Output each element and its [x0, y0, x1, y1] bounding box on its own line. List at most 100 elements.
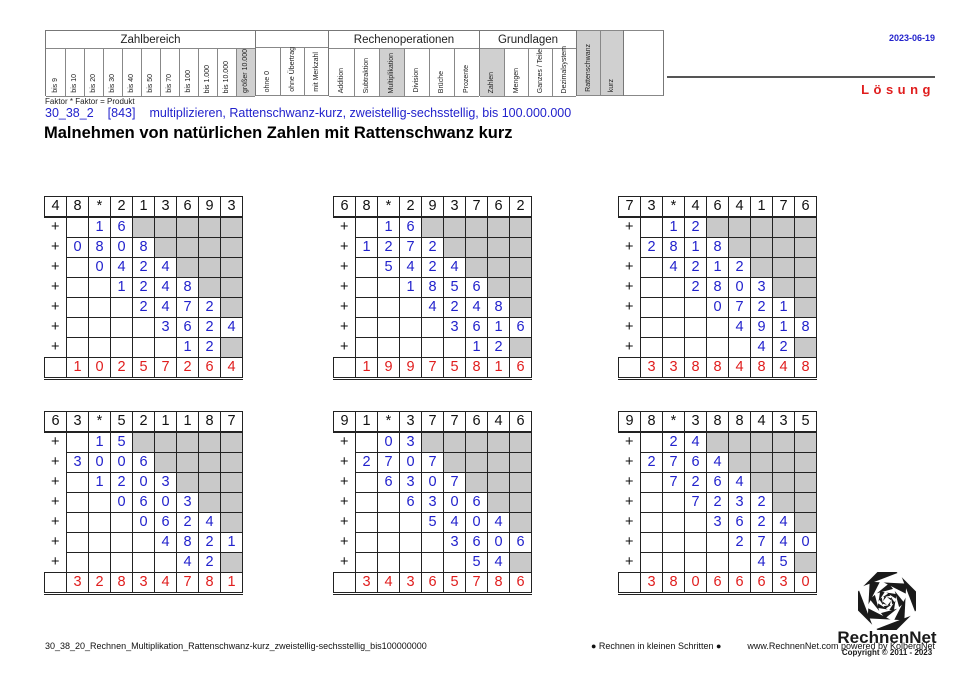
empty-cell — [662, 277, 685, 298]
product-digit-cell: 4 — [750, 337, 773, 358]
product-digit-cell: 2 — [684, 277, 707, 298]
carry-gray-cell — [794, 452, 817, 473]
result-digit-cell: 6 — [750, 572, 773, 595]
empty-cell — [66, 337, 89, 358]
classification-section: ohne 0 ohne Übertrag mit Merkzahl — [255, 30, 328, 96]
product-digit-cell: 3 — [399, 472, 422, 493]
product-digit-cell: 2 — [750, 512, 773, 533]
empty-cell — [706, 532, 729, 553]
classification-cell-label: Mengen — [512, 67, 520, 93]
carry-gray-cell — [198, 257, 221, 278]
grid-header-cell: 1 — [750, 196, 773, 218]
classification-cell-label: bis 10.000 — [223, 60, 231, 93]
empty-cell — [355, 297, 378, 318]
product-digit-cell: 0 — [421, 472, 444, 493]
empty-cell — [132, 337, 155, 358]
grid-header-cell: * — [88, 196, 111, 218]
carry-gray-cell — [706, 431, 729, 453]
multiplication-grid-1: 4 8 * 2 1 3 6 9 3 +1 6 +0 8 0 8 +0 4 2 4 +1 2 4 8 +2 4 7 2 +3 6 2 4 +1 2… — [44, 196, 243, 380]
carry-gray-cell — [750, 431, 773, 453]
empty-cell — [377, 277, 400, 298]
product-digit-cell: 4 — [399, 257, 422, 278]
logo-text: RechnenNet — [837, 628, 937, 647]
carry-gray-cell — [487, 237, 510, 258]
plus-cell: + — [625, 494, 634, 510]
empty-cell — [377, 337, 400, 358]
carry-gray-cell — [794, 237, 817, 258]
plus-cell: + — [51, 338, 60, 355]
carry-gray-cell — [728, 452, 751, 473]
empty-cell — [66, 297, 89, 318]
multiplication-grid-6: 9 8 * 3 8 8 4 3 5 +2 4 +2 7 6 4 +7 2 6 4 +7 2 3 2 +3 6 2 4 +2 7 4 0 +4 5… — [618, 411, 817, 595]
result-digit-cell: 4 — [377, 572, 400, 595]
product-digit-cell: 0 — [66, 237, 89, 258]
product-digit-cell: 2 — [198, 297, 221, 318]
carry-gray-cell — [509, 472, 532, 493]
empty-cell — [706, 317, 729, 338]
classification-cell-label: ohne Übertrag — [288, 47, 296, 92]
product-digit-cell: 6 — [465, 277, 488, 298]
empty-cell — [443, 337, 466, 358]
result-digit-cell: 1 — [355, 357, 378, 380]
footer-filename: 30_38_20_Rechnen_Multiplikation_Rattensc… — [45, 641, 427, 651]
result-digit-cell: 8 — [750, 357, 773, 380]
carry-gray-cell — [750, 452, 773, 473]
product-digit-cell: 2 — [750, 297, 773, 318]
empty-cell — [88, 492, 111, 513]
carry-gray-cell — [509, 492, 532, 513]
formula-note: Faktor * Faktor = Produkt — [45, 97, 135, 106]
classification-cell: bis 50 — [141, 48, 160, 97]
plus-cell: + — [340, 534, 349, 550]
carry-gray-cell — [198, 452, 221, 473]
carry-gray-cell — [465, 257, 488, 278]
carry-gray-cell — [220, 512, 243, 533]
classification-cell: ohne 0 — [256, 47, 280, 96]
plus-cell: + — [340, 219, 349, 236]
carry-gray-cell — [154, 216, 177, 238]
worksheet-code: 30_38_2 — [45, 106, 94, 120]
result-digit-cell: 3 — [132, 572, 155, 595]
product-digit-cell: 6 — [465, 317, 488, 338]
classification-cell-label: Zahlen — [488, 71, 496, 93]
result-digit-cell: 6 — [198, 357, 221, 380]
product-digit-cell: 6 — [706, 472, 729, 493]
result-digit-cell: 8 — [794, 357, 817, 380]
plus-cell: + — [51, 279, 60, 295]
empty-cell — [355, 337, 378, 358]
empty-cell — [684, 317, 707, 338]
classification-table: Zahlbereich bis 9 bis 10 bis 20 bis 30 bis 40… — [45, 30, 664, 97]
result-digit-cell: 0 — [88, 357, 111, 380]
product-digit-cell: 0 — [88, 452, 111, 473]
carry-gray-cell — [509, 512, 532, 533]
result-digit-cell: 5 — [132, 357, 155, 380]
empty-cell — [684, 532, 707, 553]
product-digit-cell: 6 — [176, 317, 199, 338]
empty-cell — [662, 297, 685, 318]
grid-header-cell: 3 — [640, 196, 663, 218]
result-digit-cell: 1 — [487, 357, 510, 380]
plus-cell: + — [340, 299, 349, 315]
product-digit-cell: 2 — [640, 237, 663, 258]
product-digit-cell: 7 — [421, 452, 444, 473]
classification-cell: bis 10.000 — [217, 48, 236, 97]
classification-cell-label: Subtraktion — [363, 57, 371, 93]
empty-cell — [355, 492, 378, 513]
footer-website: www.RechnenNet.com powered by KolbergNet — [747, 641, 935, 651]
classification-cell-label: Addition — [337, 67, 345, 93]
classification-cell: Prozente — [454, 48, 479, 97]
grid-header-cell: 4 — [728, 196, 751, 218]
product-digit-cell: 3 — [154, 317, 177, 338]
classification-cell-label: bis 10 — [71, 74, 79, 93]
product-digit-cell: 4 — [154, 257, 177, 278]
product-digit-cell: 7 — [684, 492, 707, 513]
product-digit-cell: 1 — [684, 237, 707, 258]
empty-cell — [377, 552, 400, 573]
product-digit-cell: 3 — [750, 277, 773, 298]
classification-cell: Multiplikation — [379, 48, 404, 97]
product-digit-cell: 1 — [377, 216, 400, 238]
grid-header-cell: 6 — [44, 411, 67, 433]
grid-header-cell: 9 — [421, 196, 444, 218]
product-digit-cell: 2 — [487, 337, 510, 358]
carry-gray-cell — [220, 431, 243, 453]
product-digit-cell: 1 — [662, 216, 685, 238]
